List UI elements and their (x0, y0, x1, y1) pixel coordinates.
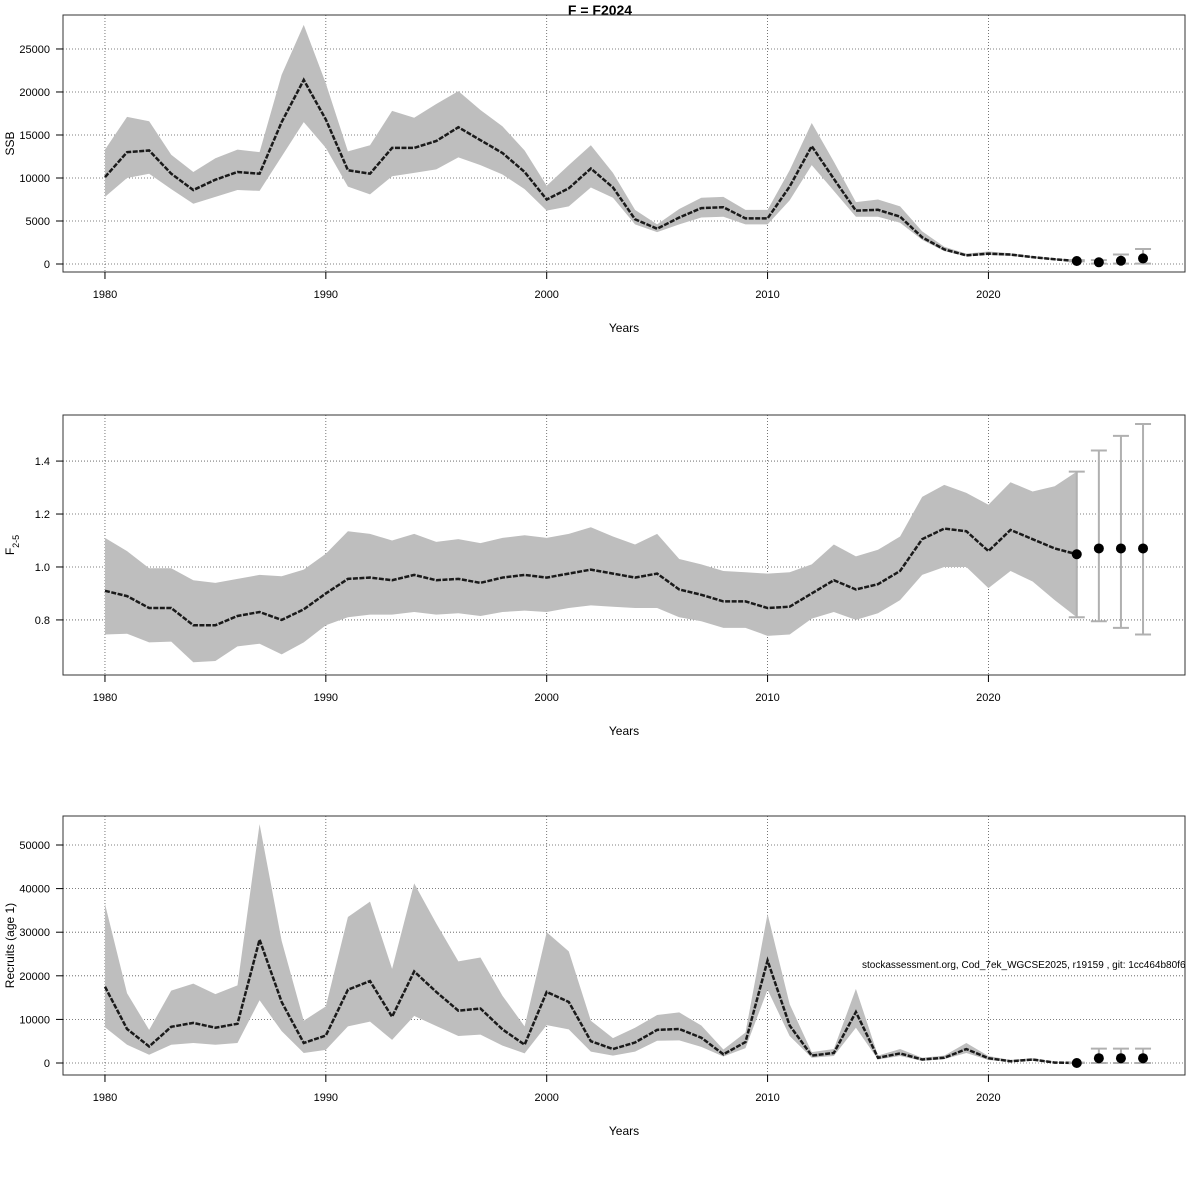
plot-frame (62, 815, 1186, 1076)
x-tick-label: 1980 (93, 1092, 117, 1104)
y-tick-label: 0 (44, 1058, 50, 1070)
estimate-line (104, 527, 1078, 627)
forecast-point (1138, 253, 1149, 264)
x-tick-label: 1990 (314, 692, 338, 704)
figure-title: F = F2024 (568, 2, 632, 18)
y-tick-label: 20000 (19, 971, 50, 983)
y-tick-label: 40000 (19, 884, 50, 896)
y-tick-label: 15000 (19, 130, 50, 142)
estimate-line (104, 77, 1077, 263)
forecast-point (1138, 1053, 1149, 1064)
forecast-point (1093, 543, 1104, 554)
forecast-point (1138, 543, 1149, 554)
x-tick-label: 1990 (314, 1092, 338, 1104)
y-tick-label: 1.2 (35, 509, 50, 521)
y-tick-label: 0 (44, 259, 50, 271)
y-tick-label: 0.8 (35, 615, 50, 627)
y-tick-label: 5000 (26, 216, 50, 228)
confidence-band (104, 24, 1077, 262)
footnote: stockassessment.org, Cod_7ek_WGCSE2025, … (862, 960, 1186, 971)
x-axis-label: Years (609, 321, 639, 335)
forecast-point (1071, 1058, 1082, 1069)
fishing-mortality-panel: 1980 1990 2000 2010 2020 0.8 1.0 1.2 1.4 Years F2-… (3, 414, 1186, 738)
x-tick-label: 2010 (755, 1092, 779, 1104)
x-tick-label: 2000 (534, 692, 558, 704)
estimate-line (103, 935, 1077, 1065)
x-tick-label: 1980 (93, 692, 117, 704)
forecast-point (1071, 549, 1082, 560)
forecast-point (1071, 255, 1082, 266)
y-axis-label-subscript: 2-5 (11, 535, 21, 548)
plot-frame (62, 414, 1186, 676)
y-tick-label: 1.0 (35, 562, 50, 574)
y-tick-label: 10000 (19, 1014, 50, 1026)
y-tick-label: 50000 (19, 840, 50, 852)
x-axis-label: Years (609, 724, 639, 738)
y-axis-label: SSB (3, 131, 17, 155)
y-tick-label: 30000 (19, 927, 50, 939)
y-axis-label: Recruits (age 1) (3, 903, 17, 988)
forecast-point (1115, 1053, 1126, 1064)
ssb-panel: 1980 1990 2000 2010 2020 0 5000 10000 15000 20000… (3, 14, 1186, 335)
plot-frame (62, 14, 1186, 273)
x-tick-label: 2020 (976, 692, 1000, 704)
forecast-point (1115, 255, 1126, 266)
confidence-band (104, 471, 1077, 663)
y-tick-label: 1.4 (35, 456, 50, 468)
x-tick-label: 1990 (314, 289, 338, 301)
x-tick-label: 2020 (976, 289, 1000, 301)
x-axis-label: Years (609, 1124, 639, 1138)
confidence-band (104, 824, 1077, 1064)
x-tick-label: 2020 (976, 1092, 1000, 1104)
forecast-point (1093, 257, 1104, 268)
recruitment-panel: 1980 1990 2000 2010 2020 0 10000 20000 30000 4000… (3, 815, 1186, 1138)
y-tick-label: 25000 (19, 44, 50, 56)
y-tick-label: 10000 (19, 173, 50, 185)
x-tick-label: 2010 (755, 289, 779, 301)
forecast-point (1093, 1053, 1104, 1064)
x-tick-label: 1980 (93, 289, 117, 301)
x-tick-label: 2000 (534, 289, 558, 301)
x-tick-label: 2010 (755, 692, 779, 704)
y-tick-label: 20000 (19, 87, 50, 99)
y-axis-label: F2-5 (3, 535, 21, 555)
x-tick-label: 2000 (534, 1092, 558, 1104)
forecast-point (1115, 543, 1126, 554)
